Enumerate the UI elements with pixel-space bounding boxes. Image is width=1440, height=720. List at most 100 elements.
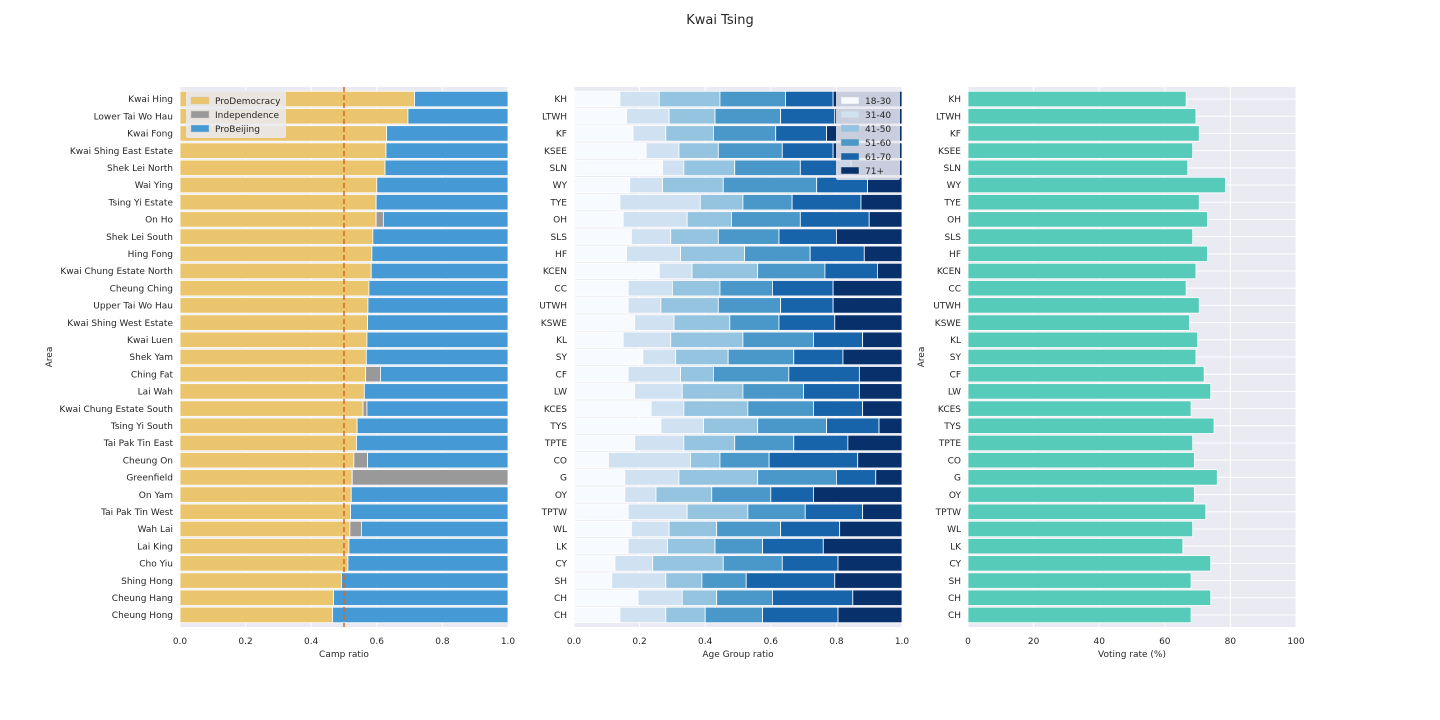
y-tick-label: WL: [947, 525, 961, 535]
bar-segment: [573, 538, 629, 555]
bar-segment: [862, 400, 903, 417]
y-tick-label: KL: [950, 336, 961, 346]
bar-segment: [717, 142, 783, 159]
bar-segment: [772, 589, 854, 606]
bar-segment: [179, 538, 350, 555]
bar-segment: [683, 434, 736, 452]
bar-segment: [631, 228, 672, 245]
bar: [967, 434, 1194, 452]
y-tick-label: KSWE: [935, 319, 962, 329]
bar-segment: [778, 228, 837, 245]
y-tick-label: TPTW: [541, 508, 567, 518]
y-tick-label: TYS: [943, 422, 961, 432]
bar-segment: [658, 262, 693, 280]
bar-segment: [793, 348, 844, 366]
bar-segment: [367, 314, 509, 331]
bar-segment: [573, 142, 647, 159]
legend-swatch: [840, 152, 860, 161]
y-tick-label: SLN: [944, 164, 961, 174]
bar-segment: [678, 142, 719, 159]
y-tick-label: TYS: [549, 422, 567, 432]
bar-segment: [386, 125, 509, 142]
bar-segment: [655, 486, 713, 503]
y-tick-label: CF: [556, 370, 567, 380]
bar-segment: [619, 606, 667, 624]
bar-segment: [799, 211, 870, 228]
bar-segment: [826, 417, 880, 434]
bar-segment: [179, 572, 342, 589]
legend-label: 71+: [865, 167, 884, 177]
bar-segment: [362, 400, 368, 417]
bar: [967, 417, 1215, 434]
x-tick-label: 20: [1028, 637, 1040, 647]
bar: [967, 245, 1208, 262]
y-tick-label: Cheung On: [123, 456, 173, 466]
bar-segment: [179, 486, 352, 503]
bar-segment: [662, 176, 724, 194]
bar-segment: [681, 589, 718, 606]
bar-segment: [179, 314, 369, 331]
y-tick-label: SLN: [550, 164, 567, 174]
y-tick-label: KSWE: [541, 319, 568, 329]
bar-segment: [793, 434, 849, 452]
bar-segment: [719, 90, 786, 108]
bar-segment: [614, 555, 654, 572]
bar-segment: [757, 262, 826, 280]
bar: [967, 503, 1207, 520]
bar-segment: [742, 331, 814, 348]
legend-swatch: [840, 124, 860, 133]
bar-segment: [839, 520, 903, 538]
bar: [967, 314, 1190, 331]
bar-segment: [380, 366, 509, 383]
bar-segment: [372, 228, 509, 245]
bar-segment: [772, 280, 834, 297]
bar-segment: [179, 400, 364, 417]
bar: [967, 280, 1187, 297]
voting-rate-panel: KH LTWH KF KSEE SLN WY TYE OH SLS HF KCEN CC UTWH KSW…: [917, 87, 1305, 660]
bar-segment: [667, 538, 716, 555]
bar-segment: [370, 262, 509, 280]
y-tick-label: Lower Tai Wo Hau: [94, 112, 173, 122]
bar-segment: [704, 606, 764, 624]
y-tick-label: TPTE: [938, 439, 961, 449]
bar-segment: [365, 366, 381, 383]
bar-segment: [716, 520, 782, 538]
bar-segment: [747, 400, 814, 417]
y-tick-label: CH: [948, 594, 961, 604]
bar-segment: [690, 452, 721, 469]
x-tick-label: 1.0: [895, 637, 910, 647]
bar-segment: [368, 280, 509, 297]
legend-swatch: [190, 96, 210, 105]
bar-segment: [791, 194, 862, 211]
bar-segment: [573, 90, 621, 108]
y-tick-label: LK: [950, 542, 962, 552]
bar-segment: [672, 280, 721, 297]
y-tick-label: Lai King: [137, 542, 173, 552]
bar: [967, 486, 1195, 503]
x-tick-label: 60: [1159, 637, 1171, 647]
bar-segment: [573, 486, 626, 503]
bar: [967, 366, 1205, 383]
bar-segment: [729, 314, 780, 331]
bar-segment: [179, 589, 334, 606]
y-tick-label: Tsing Yi Estate: [108, 198, 174, 208]
bar-segment: [785, 90, 834, 108]
y-tick-label: LW: [554, 388, 567, 398]
bar-segment: [356, 417, 509, 434]
bar-segment: [834, 314, 903, 331]
x-axis-label: Age Group ratio: [702, 650, 774, 660]
bar-segment: [629, 176, 663, 194]
y-tick-label: KH: [948, 95, 961, 105]
bar-segment: [350, 503, 509, 520]
bar: [967, 159, 1189, 176]
bar-segment: [757, 417, 827, 434]
bar-segment: [665, 572, 703, 589]
y-tick-label: KCES: [938, 405, 961, 415]
bar-segment: [744, 245, 811, 262]
bar: [967, 262, 1197, 280]
bar-segment: [179, 331, 368, 348]
bar-segment: [686, 503, 749, 520]
bar-segment: [775, 125, 827, 142]
bar-segment: [573, 606, 621, 624]
